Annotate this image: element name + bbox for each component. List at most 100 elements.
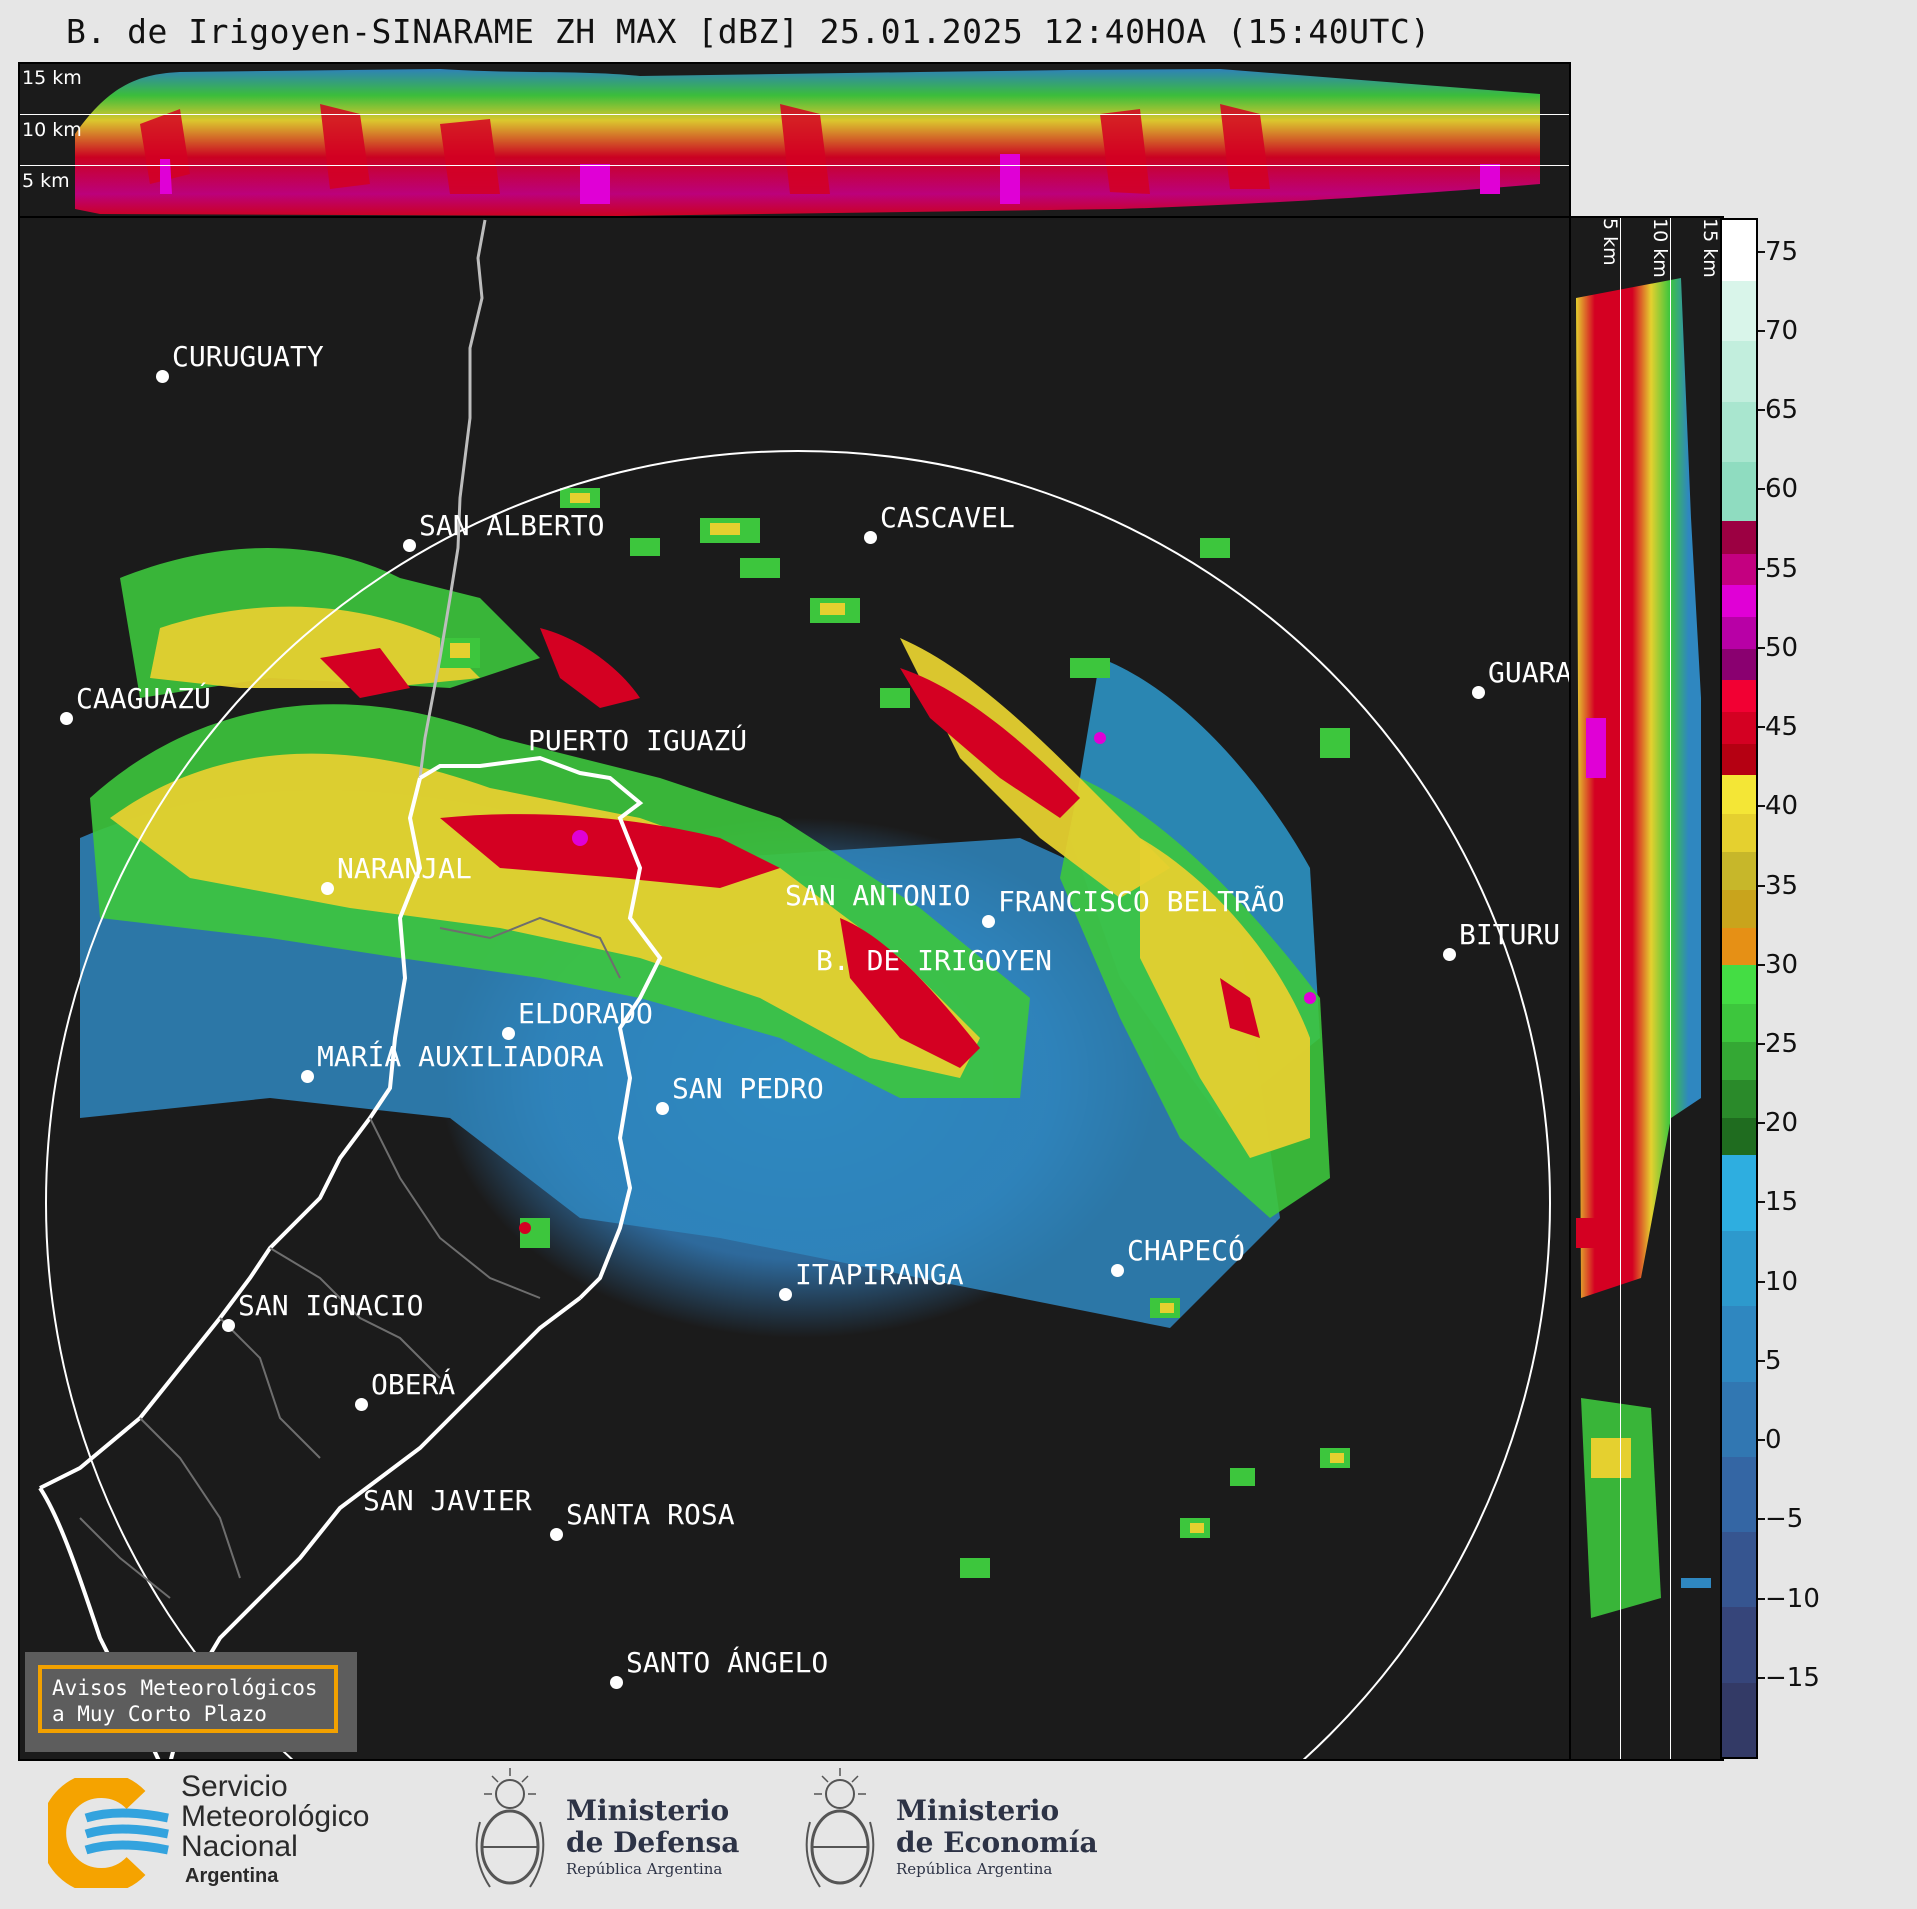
colorbar-segment	[1722, 926, 1756, 966]
badge-line-1: Avisos Meteorológicos	[52, 1676, 318, 1700]
side-label-10km: 10 km	[1649, 218, 1671, 278]
side-label-15km: 15 km	[1699, 218, 1721, 278]
colorbar-segment	[1722, 1305, 1756, 1382]
department-boundaries	[79, 916, 621, 1599]
colorbar-segment	[1722, 1040, 1756, 1080]
smn-line-1: Servicio	[181, 1770, 288, 1803]
colorbar-segment	[1722, 774, 1756, 814]
top-label-10km: 10 km	[22, 119, 82, 141]
dbz-colorbar	[1720, 218, 1758, 1759]
side-cross-section-panel: 5 km 10 km 15 km	[1569, 216, 1724, 1761]
colorbar-segment	[1722, 679, 1756, 713]
colorbar-tickmark	[1758, 488, 1765, 491]
smn-line-2: Meteorológico	[181, 1800, 370, 1833]
top-cross-section-echo	[75, 69, 1540, 216]
colorbar-tick-label: −15	[1765, 1662, 1820, 1693]
colorbar-tickmark	[1758, 1676, 1765, 1679]
colorbar-segment	[1722, 1154, 1756, 1232]
top-10km-line	[20, 114, 1569, 115]
colorbar-tickmark	[1758, 1359, 1765, 1362]
colorbar-tick-label: 30	[1765, 949, 1799, 980]
colorbar-tickmark	[1758, 1597, 1765, 1600]
colorbar-segment	[1722, 1002, 1756, 1042]
top-cross-section-panel: 15 km 10 km 5 km	[18, 62, 1571, 220]
defensa-coat-of-arms	[470, 1762, 550, 1897]
colorbar-tickmark	[1758, 884, 1765, 887]
colorbar-segment	[1722, 340, 1756, 402]
radar-map-panel: CURUGUATY SAN ALBERTO CASCAVEL CAAGUAZÚ …	[18, 216, 1571, 1761]
colorbar-tick-label: 10	[1765, 1266, 1799, 1297]
colorbar-tick-label: 50	[1765, 632, 1799, 663]
colorbar-tickmark	[1758, 329, 1765, 332]
colorbar-segment	[1722, 711, 1756, 744]
colorbar-tick-label: 15	[1765, 1187, 1799, 1218]
colorbar-tickmark	[1758, 1280, 1765, 1283]
colorbar-segment	[1722, 521, 1756, 554]
side-5km-line	[1620, 218, 1621, 1759]
colorbar-segment	[1722, 552, 1756, 586]
colorbar-tickmark	[1758, 409, 1765, 412]
smn-logo	[40, 1772, 173, 1894]
colorbar-segment	[1722, 460, 1756, 523]
colorbar-tickmark	[1758, 805, 1765, 808]
colorbar-tickmark	[1758, 1518, 1765, 1521]
colorbar-segment	[1722, 1681, 1756, 1757]
colorbar-tick-label: 60	[1765, 474, 1799, 505]
colorbar-tick-label: 45	[1765, 712, 1799, 743]
defensa-line-3: República Argentina	[566, 1860, 723, 1878]
colorbar-tick-label: 25	[1765, 1028, 1799, 1059]
uruguay-river-border	[168, 1296, 582, 1759]
colorbar-segment	[1722, 1455, 1756, 1533]
defensa-line-1: Ministerio	[566, 1794, 730, 1827]
colorbar-tick-label: −10	[1765, 1583, 1820, 1614]
colorbar-tick-label: −5	[1765, 1504, 1804, 1535]
smn-line-4: Argentina	[185, 1865, 279, 1887]
colorbar-tick-label: 35	[1765, 870, 1799, 901]
smn-emblem-icon	[40, 1772, 169, 1894]
badge-line-2: a Muy Corto Plazo	[52, 1702, 267, 1726]
colorbar-tick-label: 20	[1765, 1108, 1799, 1139]
economia-line-3: República Argentina	[896, 1860, 1053, 1878]
colorbar-segment	[1722, 220, 1756, 282]
colorbar-segment	[1722, 647, 1756, 681]
colorbar-tick-label: 70	[1765, 315, 1799, 346]
economia-line-2: de Economía	[896, 1826, 1098, 1859]
colorbar-segment	[1722, 1116, 1756, 1156]
side-label-5km: 5 km	[1599, 218, 1621, 266]
colorbar-segment	[1722, 1078, 1756, 1118]
coat-of-arms-icon	[475, 1768, 545, 1888]
colorbar-tickmark	[1758, 250, 1765, 253]
colorbar-tickmark	[1758, 1042, 1765, 1045]
colorbar-tickmark	[1758, 963, 1765, 966]
map-title: B. de Irigoyen-SINARAME ZH MAX [dBZ] 25.…	[66, 12, 1431, 51]
colorbar-tickmark	[1758, 1122, 1765, 1125]
economia-coat-of-arms	[800, 1762, 880, 1897]
colorbar-tickmark	[1758, 567, 1765, 570]
colorbar-segment	[1722, 1531, 1756, 1608]
colorbar-segment	[1722, 584, 1756, 618]
parana-river-border	[39, 777, 423, 1490]
colorbar-segment	[1722, 888, 1756, 928]
colorbar-tick-label: 5	[1765, 1345, 1782, 1376]
colorbar-tickmark	[1758, 1201, 1765, 1204]
top-label-5km: 5 km	[22, 170, 70, 192]
paraguay-brazil-border	[418, 219, 487, 779]
colorbar-segment	[1722, 280, 1756, 342]
colorbar-segment	[1722, 1380, 1756, 1457]
colorbar-segment	[1722, 850, 1756, 890]
radar-echo-layer	[38, 219, 1551, 1759]
colorbar-segment	[1722, 742, 1756, 776]
colorbar-segment	[1722, 616, 1756, 649]
colorbar-tick-label: 55	[1765, 553, 1799, 584]
colorbar-tick-label: 40	[1765, 791, 1799, 822]
coat-of-arms-icon	[805, 1768, 875, 1888]
colorbar-segment	[1722, 1230, 1756, 1307]
side-cross-section-echo	[1576, 278, 1711, 1618]
top-label-15km: 15 km	[22, 67, 82, 89]
colorbar-segment	[1722, 1606, 1756, 1683]
colorbar-tickmark	[1758, 646, 1765, 649]
colorbar-tickmark	[1758, 726, 1765, 729]
colorbar-tick-label: 0	[1765, 1425, 1782, 1456]
range-ring	[45, 450, 1551, 1759]
colorbar-segment	[1722, 812, 1756, 852]
